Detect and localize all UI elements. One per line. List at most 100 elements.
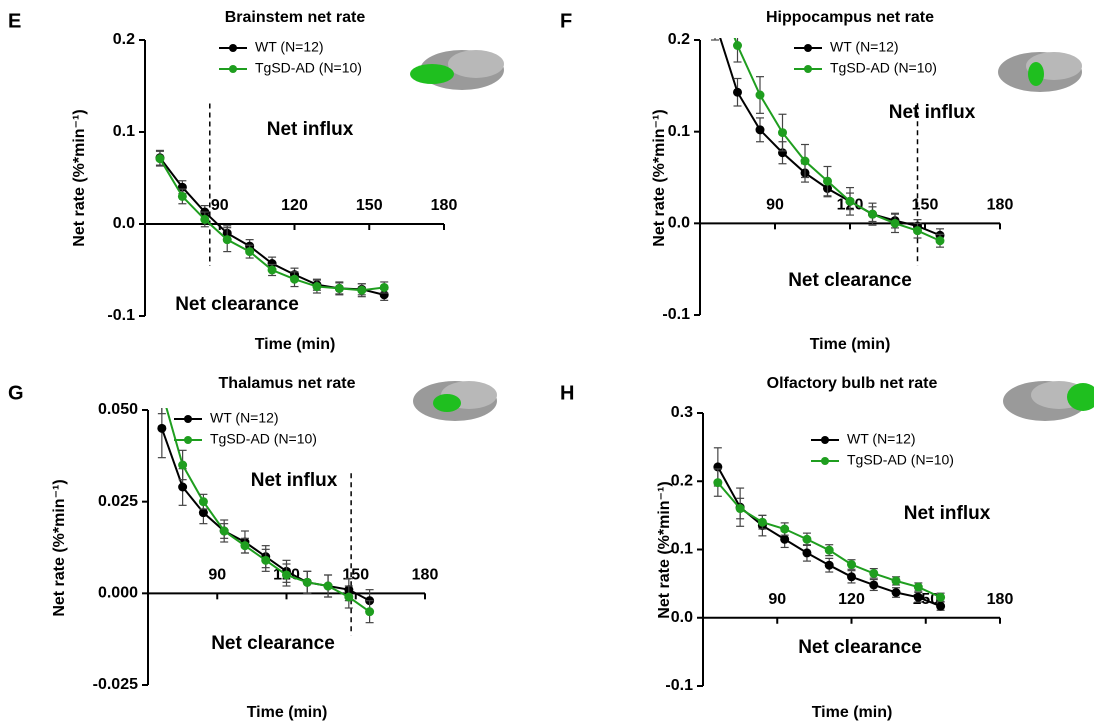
data-point [824, 560, 834, 570]
annotation-clearance: Net clearance [798, 637, 922, 658]
data-point [890, 218, 900, 228]
data-point [177, 191, 187, 201]
y-tick-label: -0.025 [93, 676, 138, 693]
chart-title: Brainstem net rate [225, 9, 366, 26]
legend-marker [804, 44, 812, 52]
y-tick-label: -0.1 [107, 307, 135, 324]
legend-label: TgSD-AD (N=10) [255, 60, 362, 76]
x-tick-label: 120 [281, 197, 308, 214]
y-tick-label: 0.3 [671, 404, 693, 421]
legend-marker [229, 65, 237, 73]
data-point [869, 568, 879, 578]
data-point [178, 460, 188, 470]
y-tick-label: 0.2 [668, 31, 690, 48]
data-point [711, 17, 720, 26]
annotation-influx: Net influx [267, 119, 354, 140]
data-point [267, 259, 277, 269]
data-point [847, 560, 856, 570]
plot-area [157, 408, 375, 624]
chart-title: Olfactory bulb net rate [767, 375, 938, 392]
y-tick-label: 0.000 [98, 585, 138, 602]
data-point [312, 282, 322, 292]
data-point [178, 482, 188, 492]
data-point [282, 570, 291, 580]
x-tick-label: 150 [912, 197, 939, 214]
y-axis-label: Net rate (%*min⁻¹) [71, 109, 88, 246]
brain-region [1028, 62, 1044, 86]
legend-marker [229, 44, 237, 52]
data-point [757, 517, 767, 527]
plot-area [711, 17, 945, 248]
annotation-clearance: Net clearance [211, 633, 335, 654]
data-point [845, 196, 855, 206]
legend-marker [804, 65, 812, 73]
x-tick-label: 180 [987, 197, 1014, 214]
data-point [245, 247, 255, 257]
annotation-influx: Net influx [251, 470, 338, 491]
data-point [334, 283, 344, 293]
brain-region [1067, 383, 1094, 411]
series-line [717, 481, 942, 599]
legend-label: TgSD-AD (N=10) [210, 431, 317, 447]
legend-label: TgSD-AD (N=10) [830, 60, 937, 76]
chart-title: Hippocampus net rate [766, 9, 934, 26]
y-tick-label: 0.0 [113, 215, 135, 232]
data-point [802, 534, 812, 544]
data-point [198, 497, 208, 507]
y-tick-label: 0.1 [668, 123, 690, 140]
annotation-clearance: Net clearance [788, 270, 912, 291]
data-point [847, 572, 856, 582]
data-point [913, 592, 923, 602]
data-point [240, 541, 250, 551]
x-tick-label: 120 [838, 591, 865, 608]
y-tick-label: 0.050 [98, 401, 138, 418]
panel: F Hippocampus net rate Time (min) Net rate … [560, 9, 1082, 353]
panel: E Brainstem net rate Time (min) Net rate (%… [8, 9, 504, 353]
y-axis-label: Net rate (%*min⁻¹) [656, 481, 673, 618]
data-point [357, 285, 367, 295]
x-tick-label: 180 [987, 591, 1014, 608]
data-point [735, 504, 745, 514]
panel-letter: F [560, 10, 572, 32]
x-axis-label: Time (min) [247, 704, 328, 721]
x-tick-label: 90 [768, 591, 786, 608]
data-point [222, 235, 232, 245]
x-tick-label: 90 [211, 197, 229, 214]
x-tick-label: 90 [766, 197, 784, 214]
legend-label: WT (N=12) [210, 410, 279, 426]
brain-region [433, 394, 461, 412]
data-point [891, 587, 901, 597]
data-point [780, 524, 790, 534]
data-point [913, 226, 922, 236]
x-axis-label: Time (min) [810, 336, 891, 353]
y-tick-label: 0.1 [671, 541, 693, 558]
y-tick-label: 0.1 [113, 123, 135, 140]
data-point [323, 581, 333, 591]
data-point [936, 601, 946, 611]
data-point [379, 282, 389, 292]
legend-label: WT (N=12) [847, 431, 916, 447]
data-point [344, 592, 354, 602]
data-point [868, 209, 877, 219]
plot-area [155, 149, 389, 301]
y-tick-label: -0.1 [662, 306, 690, 323]
x-tick-label: 150 [356, 197, 383, 214]
panel: G Thalamus net rate Time (min) Net rate (%*… [8, 375, 497, 721]
data-point [824, 545, 834, 555]
data-point [778, 128, 787, 138]
data-point [936, 592, 946, 602]
brain-icon [448, 50, 504, 78]
data-point [219, 526, 229, 536]
x-tick-label: 180 [412, 567, 439, 584]
legend-label: TgSD-AD (N=10) [847, 452, 954, 468]
legend-label: WT (N=12) [255, 39, 324, 55]
data-point [935, 236, 945, 246]
series-line [716, 466, 941, 608]
data-point [261, 555, 271, 565]
legend-marker [184, 436, 192, 444]
data-point [198, 508, 208, 518]
error-bar [711, 38, 719, 41]
annotation-influx: Net influx [904, 503, 991, 524]
x-axis-label: Time (min) [812, 704, 893, 721]
